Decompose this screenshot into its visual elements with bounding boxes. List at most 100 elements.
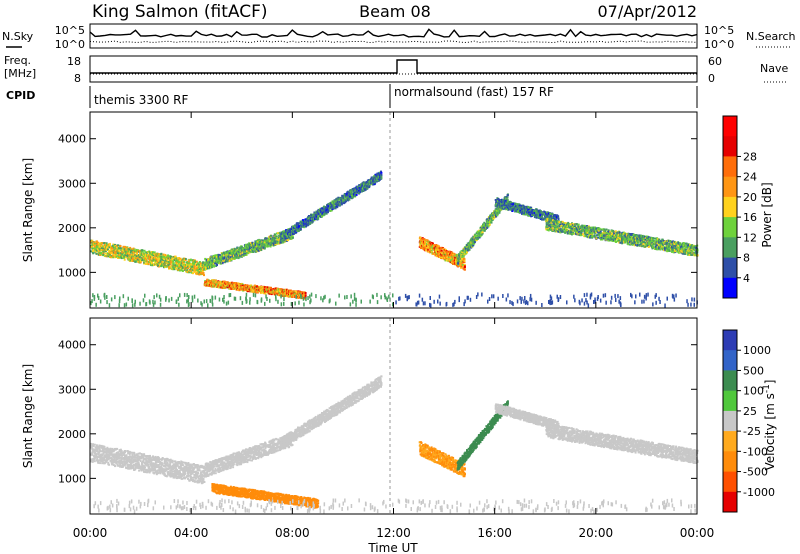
data-cell — [355, 193, 358, 196]
data-cell — [129, 246, 132, 249]
data-cell — [198, 273, 201, 276]
data-cell — [103, 244, 106, 247]
data-cell — [162, 260, 165, 263]
data-cell — [194, 261, 197, 264]
data-cell — [90, 250, 92, 253]
nave-label: Nave — [760, 62, 788, 75]
data-cell — [184, 264, 187, 266]
data-cell — [137, 256, 140, 259]
data-cell — [172, 260, 175, 263]
data-cell — [167, 257, 170, 260]
data-cell — [212, 257, 215, 260]
data-cell — [104, 252, 107, 255]
data-cell — [248, 247, 251, 250]
data-cell — [175, 267, 178, 270]
data-cell — [112, 243, 115, 246]
data-cell — [111, 252, 114, 255]
data-cell — [170, 256, 173, 258]
noise-right-tick-high: 10^5 — [704, 24, 734, 37]
data-cell — [244, 250, 247, 253]
data-cell — [156, 252, 159, 255]
data-cell — [142, 254, 145, 257]
data-cell — [219, 262, 222, 265]
data-cell — [98, 249, 101, 252]
data-cell — [246, 284, 249, 287]
data-cell — [126, 253, 129, 256]
data-cell — [108, 249, 111, 252]
data-cell — [157, 264, 160, 267]
data-cell — [245, 253, 248, 256]
data-cell — [125, 254, 128, 257]
data-cell — [167, 262, 170, 265]
data-cell — [126, 255, 129, 258]
power-data — [90, 170, 699, 308]
data-cell — [222, 252, 225, 255]
data-cell — [164, 260, 167, 263]
data-cell — [109, 254, 112, 257]
data-cell — [162, 266, 165, 269]
data-cell — [209, 261, 212, 264]
data-cell — [145, 263, 148, 265]
data-cell — [459, 259, 462, 262]
data-cell — [235, 256, 238, 259]
data-cell — [102, 253, 105, 256]
data-cell — [109, 244, 111, 247]
data-cell — [202, 271, 205, 274]
data-cell — [149, 258, 152, 261]
data-cell — [304, 292, 307, 294]
data-cell — [127, 252, 130, 255]
noise-left-tick-low: 10^0 — [55, 38, 85, 51]
data-cell — [153, 251, 156, 254]
data-cell — [252, 251, 255, 253]
data-cell — [157, 265, 160, 268]
data-cell — [115, 250, 118, 253]
data-cell — [239, 247, 242, 250]
data-cell — [240, 245, 243, 248]
data-cell — [197, 262, 200, 265]
data-cell — [180, 262, 183, 265]
data-cell — [244, 252, 247, 255]
data-cell — [317, 217, 320, 220]
data-cell — [90, 245, 93, 248]
data-cell — [463, 266, 466, 268]
data-cell — [198, 265, 201, 268]
data-cell — [198, 268, 201, 270]
data-cell — [238, 256, 241, 259]
data-cell — [127, 254, 130, 257]
data-cell — [221, 255, 224, 258]
data-cell — [223, 254, 226, 257]
data-cell — [121, 251, 124, 254]
data-cell — [159, 259, 162, 262]
data-cell — [231, 248, 234, 251]
data-cell — [243, 247, 246, 250]
data-cell — [144, 257, 147, 260]
data-cell — [216, 264, 218, 266]
data-cell — [222, 260, 225, 262]
data-cell — [165, 257, 167, 260]
data-cell — [304, 294, 307, 297]
data-cell — [180, 269, 183, 272]
data-cell — [174, 256, 177, 259]
noise-search-line — [89, 40, 698, 44]
data-cell — [230, 259, 233, 262]
data-cell — [167, 255, 170, 258]
data-cell — [221, 261, 224, 264]
data-cell — [188, 266, 191, 269]
data-cell — [156, 254, 159, 257]
data-cell — [151, 256, 154, 259]
data-cell — [170, 257, 173, 260]
freq-right-tick-low: 0 — [708, 72, 715, 85]
data-cell — [148, 250, 151, 253]
data-cell — [172, 262, 175, 265]
data-cell — [167, 254, 170, 257]
data-cell — [177, 268, 180, 271]
data-cell — [145, 259, 148, 262]
data-cell — [299, 228, 302, 231]
data-cell — [123, 256, 126, 259]
data-cell — [171, 258, 174, 261]
data-cell — [142, 255, 145, 258]
data-cell — [460, 257, 463, 260]
data-cell — [212, 254, 215, 257]
data-cell — [204, 258, 207, 261]
data-cell — [195, 269, 198, 271]
